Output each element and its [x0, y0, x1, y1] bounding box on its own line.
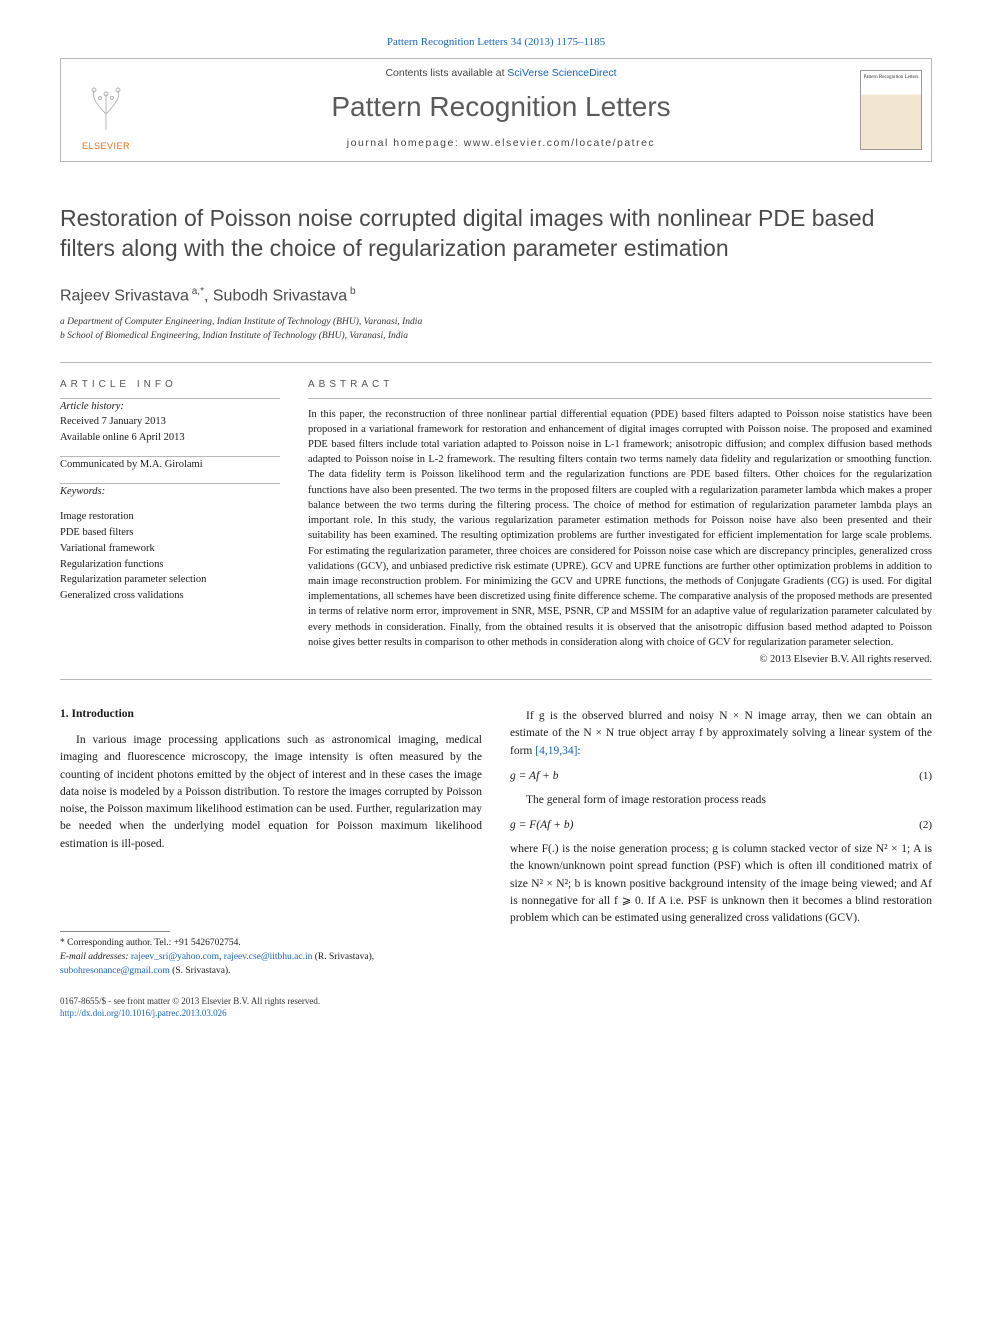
elsevier-tree-icon	[82, 84, 130, 139]
homepage-url[interactable]: www.elsevier.com/locate/patrec	[464, 137, 655, 149]
email-link-2[interactable]: rajeev.cse@iitbhu.ac.in	[224, 952, 313, 962]
abstract-copyright: © 2013 Elsevier B.V. All rights reserved…	[308, 654, 932, 665]
col2-p1-post: :	[577, 745, 580, 757]
history-label: Article history:	[60, 401, 124, 412]
article-info-label: ARTICLE INFO	[60, 379, 280, 390]
keywords-list: Image restoration PDE based filters Vari…	[60, 509, 280, 604]
emails-label: E-mail addresses:	[60, 952, 131, 962]
doi-link[interactable]: http://dx.doi.org/10.1016/j.patrec.2013.…	[60, 1008, 227, 1018]
keyword: PDE based filters	[60, 525, 280, 541]
journal-name: Pattern Recognition Letters	[161, 91, 841, 123]
contents-line: Contents lists available at SciVerse Sci…	[161, 67, 841, 79]
author-sep: ,	[204, 287, 213, 304]
citation-link[interactable]: [4,19,34]	[535, 745, 577, 757]
body-columns: 1. Introduction In various image process…	[60, 708, 932, 1020]
equation-2: g = F(Af + b)	[510, 819, 573, 831]
keyword: Regularization functions	[60, 557, 280, 573]
article-info: ARTICLE INFO Article history: Received 7…	[60, 379, 280, 666]
sciencedirect-link[interactable]: SciVerse ScienceDirect	[507, 67, 616, 79]
publisher-logo[interactable]: ELSEVIER	[61, 59, 151, 161]
email-name-1: (R. Srivastava),	[312, 952, 374, 962]
issn-line: 0167-8655/$ - see front matter © 2013 El…	[60, 995, 482, 1008]
footer-block: 0167-8655/$ - see front matter © 2013 El…	[60, 995, 482, 1020]
rule-bottom	[60, 679, 932, 680]
page: Pattern Recognition Letters 34 (2013) 11…	[0, 0, 992, 1060]
col2-para-3: where F(.) is the noise generation proce…	[510, 841, 932, 927]
keywords-label: Keywords:	[60, 484, 280, 500]
footnotes: * Corresponding author. Tel.: +91 542670…	[60, 936, 482, 979]
header-citation[interactable]: Pattern Recognition Letters 34 (2013) 11…	[60, 36, 932, 48]
col2-para-2: The general form of image restoration pr…	[510, 792, 932, 809]
email-line: E-mail addresses: rajeev_sri@yahoo.com, …	[60, 950, 482, 979]
footnote-separator	[60, 931, 170, 932]
cover-thumbnail: Pattern Recognition Letters	[860, 70, 922, 150]
equation-1-row: g = Af + b (1)	[510, 770, 932, 782]
info-abstract-row: ARTICLE INFO Article history: Received 7…	[60, 379, 932, 666]
equation-1: g = Af + b	[510, 770, 559, 782]
author-2-sup: b	[347, 286, 355, 297]
journal-header-box: ELSEVIER Contents lists available at Sci…	[60, 58, 932, 162]
intro-para-1: In various image processing applications…	[60, 732, 482, 853]
keyword: Image restoration	[60, 509, 280, 525]
header-citation-link[interactable]: Pattern Recognition Letters 34 (2013) 11…	[387, 36, 605, 48]
author-1-sup: a,	[189, 286, 200, 297]
received-date: Received 7 January 2013	[60, 416, 166, 427]
paper-title: Restoration of Poisson noise corrupted d…	[60, 204, 932, 264]
abstract-label: ABSTRACT	[308, 379, 932, 390]
corresponding-author-note: * Corresponding author. Tel.: +91 542670…	[60, 936, 482, 950]
abstract-block: ABSTRACT In this paper, the reconstructi…	[308, 379, 932, 666]
homepage-line: journal homepage: www.elsevier.com/locat…	[161, 137, 841, 149]
publisher-name: ELSEVIER	[82, 141, 130, 151]
affiliations: a Department of Computer Engineering, In…	[60, 315, 932, 344]
communicated-by: Communicated by M.A. Girolami	[60, 457, 280, 473]
abstract-text: In this paper, the reconstruction of thr…	[308, 407, 932, 651]
header-center: Contents lists available at SciVerse Sci…	[151, 59, 851, 161]
equation-2-number: (2)	[919, 819, 932, 831]
email-link-3[interactable]: subohresonance@gmail.com	[60, 966, 170, 976]
keyword: Generalized cross validations	[60, 588, 280, 604]
contents-prefix: Contents lists available at	[385, 67, 507, 79]
equation-1-number: (1)	[919, 770, 932, 782]
affiliation-b: b School of Biomedical Engineering, Indi…	[60, 329, 932, 343]
online-date: Available online 6 April 2013	[60, 432, 185, 443]
author-1[interactable]: Rajeev Srivastava	[60, 287, 189, 304]
email-name-2: (S. Srivastava).	[170, 966, 231, 976]
journal-cover[interactable]: Pattern Recognition Letters	[851, 59, 931, 161]
body-column-right: If g is the observed blurred and noisy N…	[510, 708, 932, 1020]
affiliation-a: a Department of Computer Engineering, In…	[60, 315, 932, 329]
body-column-left: 1. Introduction In various image process…	[60, 708, 482, 1020]
col2-para-1: If g is the observed blurred and noisy N…	[510, 708, 932, 760]
section-heading-1: 1. Introduction	[60, 708, 482, 720]
email-link-1[interactable]: rajeev_sri@yahoo.com	[131, 952, 219, 962]
homepage-prefix: journal homepage:	[347, 137, 464, 149]
keyword: Regularization parameter selection	[60, 572, 280, 588]
author-2[interactable]: Subodh Srivastava	[213, 287, 347, 304]
cover-label: Pattern Recognition Letters	[864, 75, 919, 80]
rule-top	[60, 362, 932, 363]
authors: Rajeev Srivastava a,*, Subodh Srivastava…	[60, 286, 932, 305]
keyword: Variational framework	[60, 541, 280, 557]
equation-2-row: g = F(Af + b) (2)	[510, 819, 932, 831]
